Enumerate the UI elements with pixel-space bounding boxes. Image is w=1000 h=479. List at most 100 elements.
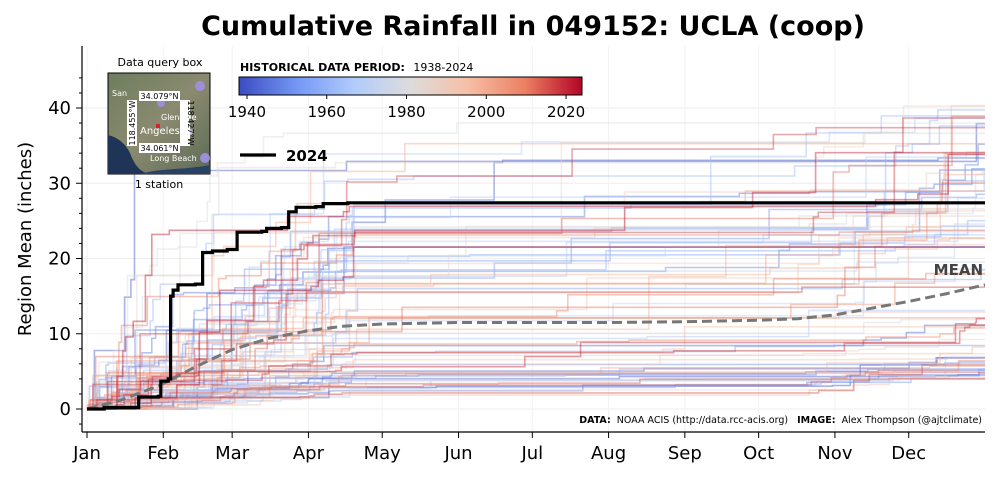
historical-year-line [87,377,985,410]
colorbar-ticks: 1940 1960 1980 2000 2020 [228,95,585,121]
historical-year-line [87,219,985,410]
historical-year-line [87,269,985,410]
historical-year-line [87,246,985,410]
data-query-inset: Data query box San Glendale Angeles Long… [107,56,211,191]
historical-year-line [87,338,985,410]
colorbar-gradient [238,76,583,96]
historical-year-line [87,182,985,410]
legend-2024-label: 2024 [286,147,328,165]
y-tick-label: 20 [48,249,71,270]
historical-year-line [87,359,985,410]
historical-year-line [87,368,985,410]
station-count: 1 station [135,178,183,191]
historical-year-line [87,268,985,410]
historical-year-line [87,378,985,410]
map-label-glendale: Glendale [161,113,197,122]
historical-year-line [87,193,985,410]
credit-data-text: NOAA ACIS (http://data.rcc-acis.org) [617,415,788,426]
historical-year-line [87,324,985,410]
axes: 0 10 20 30 40 Jan Feb Mar Apr May Jun Jul Aug Sep Oct… [48,46,985,464]
map-label-san: San [112,89,127,98]
historical-year-line [87,153,985,410]
historical-year-line [87,122,985,410]
historical-year-line [87,272,985,410]
y-tick-label: 10 [48,324,71,345]
y-tick-label: 0 [60,399,71,420]
lat-top-label: 34.079°N [141,92,179,101]
y-tick-label: 30 [48,173,71,194]
map-label-angeles: Angeles [140,126,180,137]
colorbar-tick-label: 1940 [228,103,266,121]
colorbar: HISTORICAL DATA PERIOD: 1938-2024 1940 19… [228,61,585,121]
historical-year-line [87,371,985,410]
historical-year-line [87,223,985,410]
historical-year-line [87,215,985,410]
x-tick-label: Feb [147,443,179,464]
x-tick-label: Nov [817,443,852,464]
gridlines [82,46,985,432]
historical-year-line [87,344,985,410]
historical-year-line [87,225,985,410]
historical-year-line [87,246,985,410]
inset-title: Data query box [118,56,203,69]
historical-year-line [87,317,985,410]
historical-year-line [87,117,985,410]
historical-year-line [87,105,985,410]
x-tick-label: Apr [293,443,325,464]
historical-year-line [87,169,985,410]
y-axis-ticks: 0 10 20 30 40 [48,77,82,425]
colorbar-tick-label: 1960 [308,103,346,121]
historical-year-line [87,317,985,410]
historical-year-line [87,109,985,410]
chart-title: Cumulative Rainfall in 049152: UCLA (coo… [201,11,865,42]
historical-year-line [87,117,985,410]
historical-year-line [87,153,985,410]
historical-year-line [87,170,985,410]
historical-year-line [87,360,985,410]
highlight-series-line-2024 [87,201,985,411]
lat-bottom-label: 34.061°N [141,144,179,153]
credits: DATA: NOAA ACIS (http://data.rcc-acis.or… [579,415,982,426]
historical-year-line [87,168,985,410]
map-label-long-beach: Long Beach [150,154,197,163]
historical-year-line [87,357,985,410]
x-tick-label: Mar [215,443,250,464]
historical-year-line [87,132,985,410]
historical-year-line [87,225,985,410]
historical-year-line [87,377,985,410]
historical-year-line [86,173,985,410]
historical-year-line [87,151,985,410]
x-tick-label: May [364,443,402,464]
historical-year-line [87,326,985,410]
historical-year-line [87,104,985,410]
historical-year-line [87,151,985,410]
historical-year-line [87,369,985,410]
x-tick-label: Sep [668,443,702,464]
historical-year-line [87,170,985,410]
historical-year-line [87,234,985,410]
colorbar-tick-label: 2000 [467,103,505,121]
x-tick-label: Aug [591,443,626,464]
colorbar-label: HISTORICAL DATA PERIOD: 1938-2024 [240,61,473,74]
lon-left-label: 118.455°W [128,100,137,145]
historical-year-line [87,352,985,410]
historical-year-line [87,122,985,410]
historical-year-line [87,229,985,410]
x-tick-label: Jun [443,443,472,464]
colorbar-tick-label: 1980 [387,103,425,121]
historical-year-line [87,318,985,410]
historical-year-line [87,142,985,410]
historical-year-line [87,237,985,410]
historical-year-line [87,311,985,410]
historical-year-line [87,115,985,410]
historical-year-line [87,126,985,410]
inset-map: San Glendale Angeles Long Beach 34.079°N… [107,72,211,175]
historical-year-line [87,151,985,410]
historical-year-line [87,346,985,410]
colorbar-label-bold: HISTORICAL DATA PERIOD: [240,61,405,74]
credit-data-label: DATA: [579,415,611,426]
plot-area: MEAN [82,46,985,432]
x-tick-label: Jul [520,443,543,464]
historical-year-line [87,324,985,410]
